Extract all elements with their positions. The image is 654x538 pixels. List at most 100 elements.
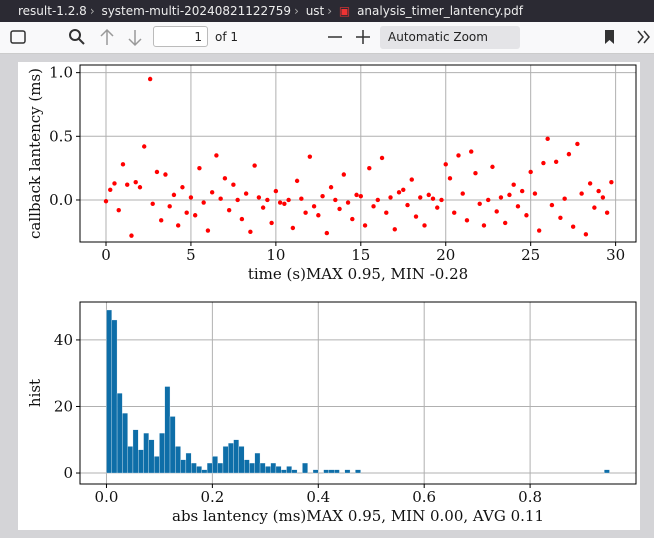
- point: [265, 197, 270, 203]
- bar: [206, 462, 213, 474]
- bar: [116, 393, 123, 474]
- bar: [254, 452, 261, 474]
- point: [604, 210, 610, 215]
- crumb[interactable]: ust: [305, 4, 325, 18]
- point: [545, 136, 550, 142]
- bar: [222, 446, 229, 474]
- y-tick-label: 40: [54, 331, 73, 349]
- point: [324, 230, 330, 236]
- point: [171, 192, 177, 198]
- x-tick-label: 0.8: [518, 488, 542, 506]
- bookmark-button[interactable]: [605, 30, 614, 44]
- bar: [312, 469, 319, 474]
- point: [413, 214, 419, 219]
- point: [519, 188, 525, 194]
- point: [112, 181, 117, 186]
- point: [596, 188, 601, 194]
- bar: [180, 459, 187, 474]
- bar: [201, 469, 208, 474]
- point: [184, 210, 189, 215]
- axes-frame: [79, 301, 637, 485]
- toolbar-icons: [10, 28, 650, 47]
- bar: [111, 319, 118, 474]
- point: [439, 197, 444, 203]
- y-tick-label: 1.0: [49, 64, 73, 82]
- point: [231, 182, 236, 187]
- point: [575, 141, 580, 147]
- charts: 0 5 10 15 20 25 30 0.0 0.5 1.0 time (s)MAX 0.95, M…: [26, 64, 637, 525]
- point: [226, 207, 232, 213]
- point: [175, 223, 181, 228]
- point: [587, 181, 593, 186]
- point: [388, 195, 393, 200]
- bar: [323, 469, 330, 474]
- point: [532, 191, 538, 196]
- page-input[interactable]: 1: [153, 26, 208, 47]
- point: [235, 197, 240, 203]
- point: [354, 192, 359, 198]
- point: [447, 176, 453, 181]
- point: [358, 193, 364, 199]
- bar: [334, 469, 340, 474]
- point: [120, 162, 126, 167]
- bar: [143, 432, 149, 474]
- crumb[interactable]: analysis_timer_lantency.pdf: [357, 4, 523, 18]
- bar: [228, 442, 234, 474]
- point: [248, 229, 253, 235]
- prev-button[interactable]: [100, 28, 114, 45]
- y-tick-label: 0.5: [49, 127, 73, 145]
- point: [320, 193, 325, 199]
- point: [464, 218, 470, 223]
- point: [192, 213, 198, 218]
- point: [125, 182, 130, 187]
- point: [600, 195, 606, 200]
- zoom-in[interactable]: [356, 30, 370, 44]
- point: [426, 192, 431, 198]
- point: [511, 182, 516, 187]
- more-button[interactable]: [637, 30, 650, 44]
- bar: [249, 462, 255, 474]
- point: [592, 205, 597, 210]
- zoom-select[interactable]: Automatic Zoom: [380, 26, 520, 49]
- crumb[interactable]: result-1.2.8: [18, 4, 87, 18]
- point: [209, 190, 215, 195]
- bar: [344, 469, 351, 474]
- bar: [233, 439, 240, 474]
- point: [311, 204, 317, 209]
- next-button[interactable]: [128, 30, 142, 47]
- bar: [106, 309, 112, 474]
- point: [341, 172, 347, 177]
- point: [147, 76, 153, 82]
- bar: [122, 412, 128, 474]
- y-tick-label: 0: [63, 464, 73, 482]
- point: [494, 209, 499, 214]
- point: [481, 223, 487, 228]
- point: [409, 177, 414, 182]
- point: [583, 232, 589, 237]
- point: [286, 197, 291, 203]
- bar: [196, 466, 202, 474]
- point: [129, 233, 134, 238]
- sidebar-button[interactable]: [10, 30, 26, 44]
- y-axis-label: hist: [26, 379, 44, 407]
- point: [553, 159, 559, 164]
- bar: [291, 469, 298, 474]
- point: [558, 215, 563, 221]
- bar: [159, 432, 165, 474]
- point: [498, 195, 504, 200]
- y-tick-label: 20: [54, 397, 73, 415]
- x-tick-label: 20: [436, 246, 455, 264]
- point: [367, 165, 372, 171]
- crumb[interactable]: system-multi-20240821122759: [101, 4, 292, 18]
- bar: [286, 466, 292, 474]
- point: [159, 218, 164, 223]
- bar: [175, 446, 181, 474]
- point: [239, 216, 245, 222]
- bar: [302, 462, 308, 474]
- point: [154, 169, 160, 175]
- point: [180, 185, 185, 190]
- point: [422, 223, 427, 228]
- point: [273, 188, 279, 194]
- bar: [164, 386, 171, 474]
- search-button[interactable]: [69, 29, 81, 41]
